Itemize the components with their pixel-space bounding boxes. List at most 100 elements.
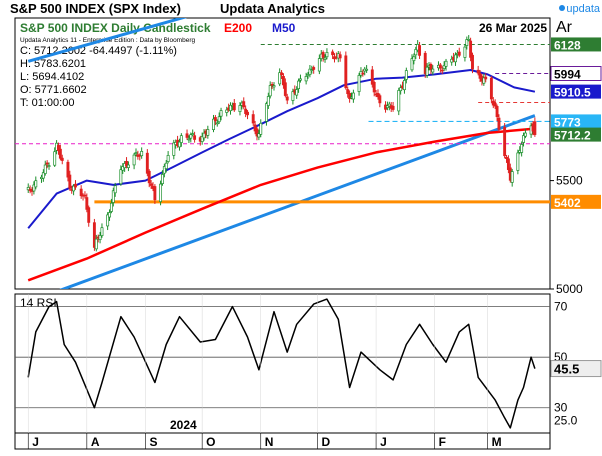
candle-up [323,57,327,60]
candle-down [92,222,96,248]
candle-up [387,103,391,107]
candle-up [308,68,312,75]
price-plot [15,18,550,289]
month-label-S: S [149,435,157,449]
candle-down [376,93,380,98]
candle-up [351,92,355,100]
candle-up [164,162,168,169]
candle-up [229,104,232,112]
candle-up [317,58,321,72]
ma50-legend: M50 [272,21,296,35]
candle-down [506,158,510,170]
candle-down [251,114,255,124]
candle-down [361,72,365,75]
candle-up [178,141,181,148]
candle-up [225,109,229,113]
candle-up [399,87,403,92]
lower-channel-line [59,114,536,289]
candle-up [191,133,195,135]
candle-up [425,66,429,76]
candle-up [357,75,361,92]
candle-up [523,132,527,137]
candle-down [244,108,248,114]
ma200-legend: E200 [224,21,252,35]
rsi-tick-30: 30 [554,401,568,415]
candle-down [270,84,274,86]
candle-down [147,170,151,184]
candle-up [166,155,170,162]
candle-down [281,76,285,86]
chart-date: 26 Mar 2025 [479,21,547,35]
candle-down [489,77,493,100]
candle-up [295,89,299,96]
rsi-title: 14 RSI [20,296,57,310]
candle-down [391,105,395,110]
candle-down [149,183,153,186]
candle-up [140,150,144,157]
edition-note: Updata Analytics 11 - Enterprise Edition… [20,37,195,44]
candle-up [444,60,448,67]
candle-up [53,151,57,166]
candle-up [310,69,314,71]
month-label-A: A [91,435,100,449]
month-label-J: J [32,435,39,449]
candle-up [454,54,457,63]
candle-up [215,122,219,125]
candle-up [465,39,469,46]
candle-up [431,68,435,73]
candle-up [516,152,520,171]
rsi-line [27,298,536,429]
candle-up [100,227,104,236]
candle-down [471,54,474,70]
ma50-line [27,69,536,229]
candle-down [423,52,427,74]
candle-down [79,188,83,197]
candle-up [278,72,282,85]
rsi-plot [15,298,550,429]
month-label-N: N [265,435,274,449]
price-tag-5910-5: 5910.5 [554,86,591,100]
price-tag-box-5773 [551,114,601,129]
candle-down [280,72,284,76]
candle-up [106,214,110,227]
candle-down [242,101,246,108]
candle-up [402,80,406,91]
price-clipped-group [15,18,550,289]
candle-down [331,51,335,56]
candle-down [58,148,62,159]
candle-down [193,135,197,140]
candle-down [285,96,289,101]
candle-up [463,46,467,58]
price-tag-box-5712-2 [551,127,601,142]
candle-up [108,212,111,218]
candle-up [238,105,242,112]
candle-down [429,63,433,71]
candle-down [283,82,287,96]
candle-up [34,180,38,188]
candle-up [121,166,125,171]
ohlc-open: O: 5771.6602 [20,84,87,96]
candle-down [378,95,382,104]
candle-down [125,160,128,167]
candle-up [161,174,164,184]
candle-up [109,202,113,212]
candle-up [272,85,276,88]
candle-down [478,73,482,79]
month-label-M: M [492,435,502,449]
candle-up [98,235,102,240]
price-tick-5000: 5000 [556,282,583,296]
price-tag-box-5994 [550,66,602,82]
candle-down [370,69,374,85]
ohlc-close: C: 5712.2002 -64.4497 (-1.11%) [20,45,177,57]
candle-down [57,145,60,152]
candle-down [493,102,497,107]
candle-up [132,154,136,166]
price-tick-5500: 5500 [556,174,583,188]
candle-up [522,135,525,143]
candle-up [202,132,206,139]
right-tab[interactable]: Ar [556,19,573,36]
candle-up [43,164,47,174]
candle-up [119,169,123,185]
